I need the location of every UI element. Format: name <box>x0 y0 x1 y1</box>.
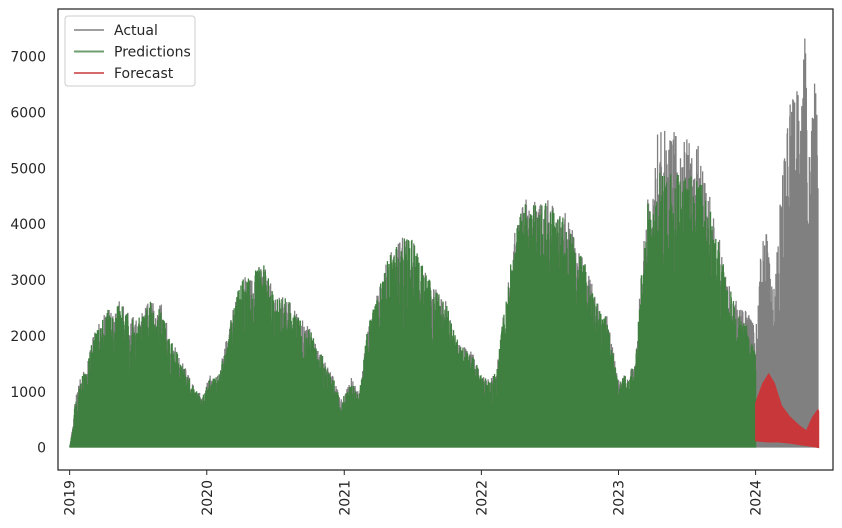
x-axis: 2019 2020 2021 2022 2023 2024 <box>63 470 765 516</box>
y-tick-label: 1000 <box>10 385 46 401</box>
y-tick-label: 3000 <box>10 273 46 289</box>
series-predictions-bars <box>69 172 757 448</box>
y-tick-label: 4000 <box>10 217 46 233</box>
series-forecast <box>755 372 820 449</box>
x-tick-label: 2020 <box>200 480 216 516</box>
x-tick-label: 2019 <box>63 480 79 516</box>
y-tick-label: 7000 <box>10 49 46 65</box>
x-tick-label: 2022 <box>474 480 490 516</box>
y-tick-label: 5000 <box>10 161 46 177</box>
x-tick-label: 2024 <box>749 480 765 516</box>
series-layer <box>69 38 820 449</box>
x-tick-label: 2021 <box>337 480 353 516</box>
legend-label-actual: Actual <box>114 23 158 39</box>
legend: Actual Predictions Forecast <box>64 15 196 87</box>
plot-frame <box>57 8 834 471</box>
legend-box <box>64 15 196 87</box>
x-tick-label: 2023 <box>612 480 628 516</box>
series-predictions <box>69 172 757 448</box>
legend-label-predictions: Predictions <box>114 45 191 61</box>
y-tick-label: 6000 <box>10 105 46 121</box>
series-forecast-band <box>755 372 820 449</box>
y-axis: 0 1000 2000 3000 4000 5000 6000 7000 <box>10 49 46 456</box>
legend-label-forecast: Forecast <box>114 66 174 82</box>
y-tick-label: 2000 <box>10 329 46 345</box>
y-tick-label: 0 <box>37 441 46 457</box>
